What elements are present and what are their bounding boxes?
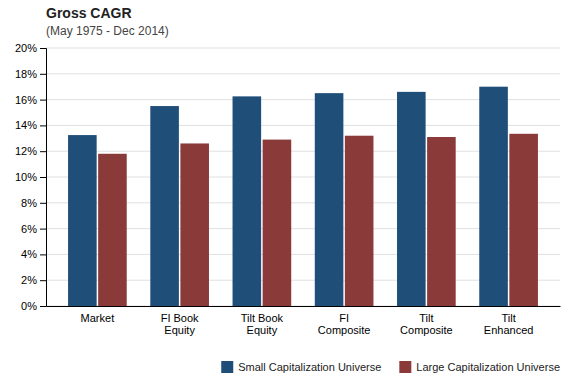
y-tick-label: 18%	[15, 68, 37, 80]
y-tick: 20%	[15, 42, 46, 54]
x-tick: FI BookEquity	[161, 312, 199, 337]
x-axis: Market FI BookEquity Tilt BookEquity FIComp…	[47, 307, 561, 337]
grid-line	[46, 73, 560, 74]
y-tick-label: 8%	[21, 197, 37, 209]
y-tick-mark	[40, 100, 46, 101]
grid-line	[46, 48, 560, 49]
y-tick-label: 10%	[15, 171, 37, 183]
y-tick-label: 12%	[15, 145, 37, 157]
y-tick-label: 16%	[15, 94, 37, 106]
x-tick: TiltEnhanced	[484, 312, 534, 337]
x-tick-label: TiltEnhanced	[484, 312, 534, 337]
y-tick-label: 14%	[15, 119, 37, 131]
subtitle: (May 1975 - Dec 2014)	[46, 24, 169, 38]
y-tick-label: 4%	[21, 248, 37, 260]
y-tick-mark	[40, 280, 46, 281]
y-tick-label: 20%	[15, 42, 37, 54]
y-tick: 16%	[15, 94, 46, 106]
x-tick-label: FI BookEquity	[161, 312, 199, 337]
y-tick-mark	[40, 177, 46, 178]
legend: Small Capitalization Universe Large Capit…	[221, 361, 560, 373]
y-tick-mark	[40, 306, 46, 307]
chart: Gross CAGR (May 1975 - Dec 2014) 0% 2% 4% 6% 8…	[0, 0, 576, 384]
bar	[98, 154, 127, 306]
y-tick-mark	[40, 48, 46, 49]
bar	[263, 140, 292, 306]
y-axis-line	[40, 49, 47, 307]
bars	[68, 87, 538, 306]
legend-label: Small Capitalization Universe	[238, 361, 381, 373]
bar	[68, 135, 97, 306]
x-tick-label: FIComposite	[318, 312, 371, 337]
bar-series	[68, 87, 508, 306]
bar	[150, 106, 179, 306]
bar	[180, 143, 209, 306]
x-tick-label: TiltComposite	[400, 312, 453, 337]
y-tick: 2%	[21, 274, 46, 286]
x-axis-line	[47, 306, 561, 307]
y-tick: 18%	[15, 68, 46, 80]
grid	[46, 48, 560, 306]
y-tick-mark	[40, 254, 46, 255]
x-tick: TiltComposite	[400, 312, 453, 337]
y-tick-label: 2%	[21, 274, 37, 286]
legend-swatch	[221, 361, 233, 373]
y-tick-mark	[40, 203, 46, 204]
legend-swatch	[399, 361, 411, 373]
y-tick-label: 0%	[21, 300, 37, 312]
y-tick: 12%	[15, 145, 46, 157]
legend-item: Large Capitalization Universe	[399, 361, 560, 373]
bar	[509, 134, 538, 306]
legend-item: Small Capitalization Universe	[221, 361, 381, 373]
bar-series	[98, 134, 538, 306]
bar	[479, 87, 508, 306]
x-tick: Market	[81, 312, 115, 324]
bar	[315, 93, 344, 306]
x-tick-label: Tilt BookEquity	[241, 312, 284, 337]
y-tick: 8%	[21, 197, 46, 209]
y-axis: 0% 2% 4% 6% 8% 10% 12% 14% 16% 18% 20%	[15, 42, 47, 312]
y-tick: 4%	[21, 248, 46, 260]
bar	[233, 96, 262, 306]
y-tick: 0%	[21, 300, 46, 312]
y-tick: 6%	[21, 223, 46, 235]
x-tick: FIComposite	[318, 312, 371, 337]
y-tick-mark	[40, 229, 46, 230]
bar	[397, 92, 426, 306]
y-tick-mark	[40, 74, 46, 75]
x-tick-label: Market	[81, 312, 115, 324]
y-tick: 14%	[15, 119, 46, 131]
title: Gross CAGR	[46, 5, 132, 21]
y-tick-mark	[40, 125, 46, 126]
y-tick-mark	[40, 151, 46, 152]
plot: 0% 2% 4% 6% 8% 10% 12% 14% 16% 18% 20% Market FI Boo…	[15, 42, 561, 336]
bar	[345, 136, 374, 306]
bar	[427, 137, 456, 306]
y-tick: 10%	[15, 171, 46, 183]
x-tick: Tilt BookEquity	[241, 312, 284, 337]
legend-label: Large Capitalization Universe	[416, 361, 560, 373]
y-tick-label: 6%	[21, 223, 37, 235]
